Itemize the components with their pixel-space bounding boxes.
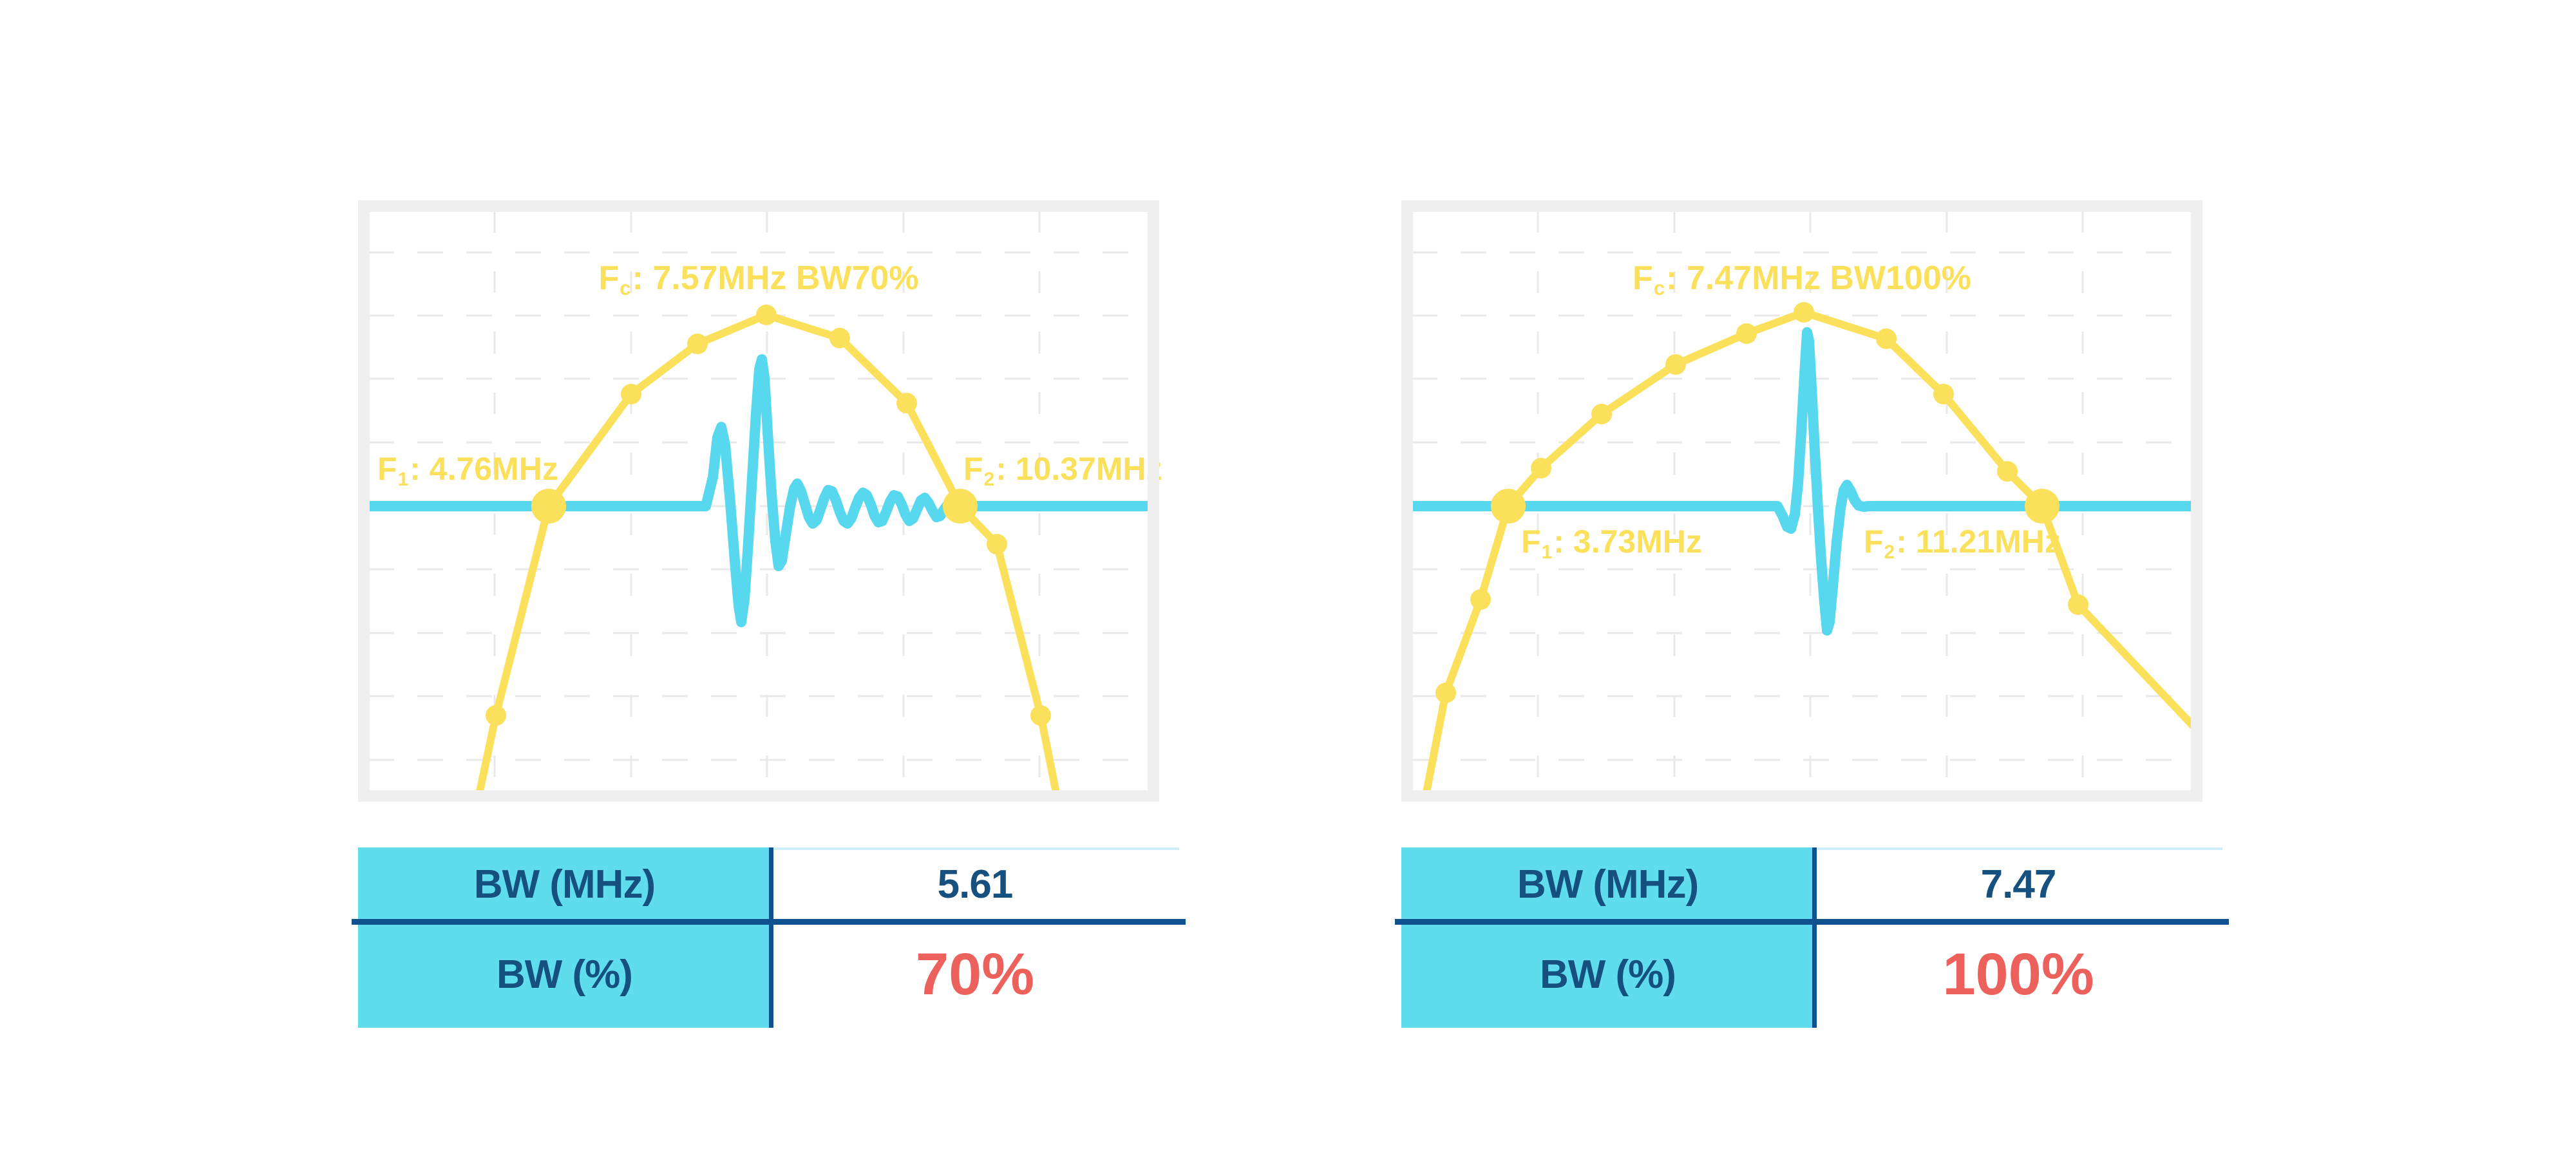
table-row: BW (MHz) 7.47: [1401, 847, 2222, 922]
table-row-divider: [1395, 919, 2229, 925]
table-row: BW (%) 70%: [358, 922, 1179, 1028]
spectrum-plot-right: Fc: 7.47MHz BW100% F1: 3.73MHz F2: 11.21…: [1401, 200, 2202, 802]
fc-annotation: Fc: 7.57MHz BW70%: [598, 260, 919, 300]
spectrum-plot-left: Fc: 7.57MHz BW70% F1: 4.76MHz F2: 10.37M…: [358, 200, 1162, 802]
fc-annotation: Fc: 7.47MHz BW100%: [1632, 260, 1972, 300]
bw-percent-value-cell: 100%: [1942, 941, 2094, 1007]
value-column-top-rule: [1817, 847, 2222, 850]
bandwidth-table-right: BW (MHz) 7.47 BW (%) 100%: [1395, 847, 2229, 1028]
bandwidth-table-left: BW (MHz) 5.61 BW (%) 70%: [352, 847, 1186, 1028]
table-row: BW (MHz) 5.61: [358, 847, 1179, 922]
bw-percent-value-cell: 70%: [915, 941, 1035, 1007]
bw-mhz-value-cell: 5.61: [937, 862, 1014, 907]
table-row: BW (%) 100%: [1401, 922, 2222, 1028]
bw-mhz-header-cell: BW (MHz): [1401, 847, 1814, 922]
bw-percent-header-cell: BW (%): [1401, 922, 1814, 1028]
table-row-divider: [352, 919, 1186, 925]
value-column-top-rule: [773, 847, 1179, 850]
f2-annotation: F2: 11.21MHz: [1864, 524, 2061, 563]
spectrum-plot-left-svg: [362, 211, 1155, 802]
f1-annotation: F1: 4.76MHz: [377, 451, 558, 490]
table-column-divider: [1812, 847, 1817, 1028]
f1-annotation: F1: 3.73MHz: [1521, 524, 1702, 563]
f2-annotation: F2: 10.37MHz: [963, 451, 1162, 490]
bw-percent-header-cell: BW (%): [358, 922, 771, 1028]
bw-mhz-header-cell: BW (MHz): [358, 847, 771, 922]
spectrum-plot-right-svg: [1405, 211, 2202, 802]
table-column-divider: [769, 847, 773, 1028]
bw-mhz-value-cell: 7.47: [1980, 862, 2057, 907]
